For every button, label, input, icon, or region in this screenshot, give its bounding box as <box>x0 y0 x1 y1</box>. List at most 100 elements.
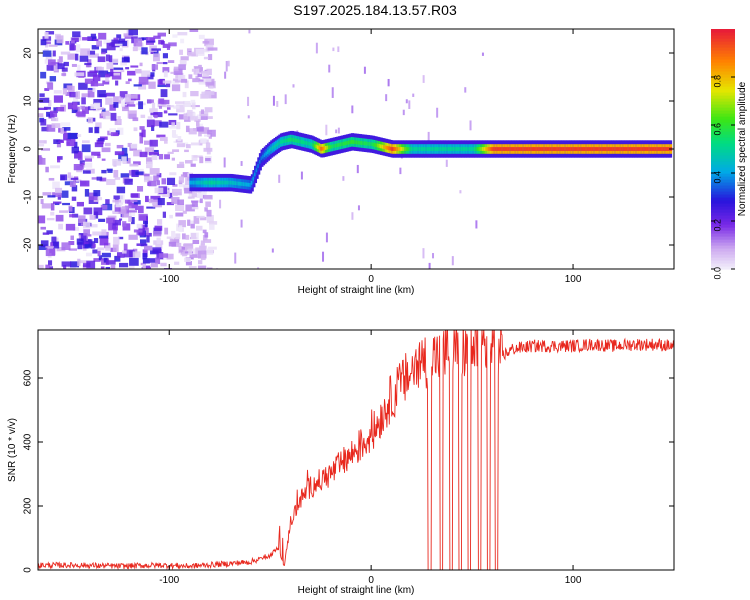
noise-cell <box>178 220 186 228</box>
noise-cell <box>106 168 113 171</box>
colorbar-tick-label: 0.6 <box>712 123 722 136</box>
ridge-core <box>245 182 249 187</box>
noise-cell <box>198 81 207 85</box>
noise-cell <box>148 180 157 187</box>
ridge-core <box>302 140 306 145</box>
noise-cell <box>146 99 154 104</box>
noise-cell <box>172 184 178 187</box>
ridge-core <box>347 140 351 145</box>
noise-cell <box>129 257 139 266</box>
noise-cell <box>78 82 88 90</box>
colorbar-segment <box>711 68 735 72</box>
noise-cell <box>209 85 214 89</box>
noise-cell <box>84 78 95 84</box>
ridge-core <box>318 146 322 150</box>
noise-cell <box>62 127 71 131</box>
noise-cell <box>40 240 49 248</box>
ridge-core <box>551 147 555 151</box>
noise-cell <box>428 262 431 269</box>
ridge-core <box>454 147 458 151</box>
noise-cell <box>201 188 206 195</box>
ridge-core <box>405 147 409 151</box>
noise-cell <box>88 127 93 133</box>
noise-cell <box>81 144 91 153</box>
noise-cell <box>140 262 147 266</box>
noise-cell <box>109 128 116 134</box>
ridge-core <box>628 147 632 151</box>
noise-cell <box>187 51 196 57</box>
x-axis-label: Height of straight line (km) <box>298 285 415 296</box>
noise-cell <box>191 191 197 198</box>
noise-cell <box>175 101 185 104</box>
ridge-core <box>451 147 455 151</box>
ridge-core <box>381 144 385 149</box>
noise-cell <box>142 258 150 264</box>
ridge-core <box>229 180 233 185</box>
noise-cell <box>157 32 166 37</box>
noise-cell <box>190 163 196 167</box>
ridge-core <box>218 180 222 185</box>
colorbar-label: Normalized spectral amplitude <box>737 81 748 216</box>
ridge-core <box>536 147 540 151</box>
noise-cell <box>208 91 217 99</box>
noise-cell <box>257 267 260 269</box>
noise-cell <box>75 179 82 182</box>
ridge-core <box>268 148 272 153</box>
noise-cell <box>110 112 117 121</box>
noise-cell <box>121 101 126 108</box>
noise-cell <box>46 124 56 132</box>
noise-cell <box>175 233 181 240</box>
noise-cell <box>106 42 116 51</box>
noise-cell <box>202 70 209 78</box>
noise-cell <box>90 33 96 41</box>
ridge-core <box>250 180 254 185</box>
noise-cell <box>71 146 80 154</box>
noise-cell <box>171 230 176 239</box>
snr-chart: -100 0 100 0 200 400 600 Height of straight lin… <box>7 329 675 596</box>
noise-cell <box>160 89 168 98</box>
colorbar-segment <box>711 260 735 264</box>
noise-cell <box>402 109 405 116</box>
noise-cell <box>48 266 54 269</box>
noise-cell <box>191 155 198 161</box>
noise-cell <box>98 255 103 261</box>
noise-cell <box>40 226 46 230</box>
ridge-core <box>373 142 377 147</box>
ridge-core <box>328 145 332 150</box>
noise-cell <box>77 242 83 250</box>
ridge-core <box>237 181 241 186</box>
noise-cell <box>206 150 211 155</box>
noise-cell <box>105 115 114 120</box>
noise-cell <box>100 266 105 269</box>
ridge-core <box>236 181 240 186</box>
ridge-core <box>399 147 403 151</box>
noise-cell <box>61 67 68 72</box>
ridge-core <box>539 147 543 151</box>
ridge-core <box>580 147 584 151</box>
noise-cell <box>105 260 116 265</box>
ridge-core <box>493 147 497 151</box>
noise-cell <box>206 116 213 119</box>
noise-cell <box>74 141 78 148</box>
noise-cell <box>475 220 478 229</box>
ridge-core <box>300 139 304 144</box>
noise-cell <box>82 140 90 144</box>
noise-cell <box>162 80 172 84</box>
noise-cell <box>58 140 64 144</box>
noise-cell <box>183 113 189 120</box>
noise-cell <box>182 91 187 98</box>
noise-cell <box>56 246 66 252</box>
noise-cell <box>81 93 91 98</box>
noise-cell <box>128 202 138 210</box>
noise-cell <box>173 68 183 75</box>
noise-cell <box>180 38 185 44</box>
ridge-core <box>473 147 477 151</box>
ridge-core <box>517 147 521 151</box>
noise-cell <box>69 261 80 268</box>
noise-cell <box>93 207 103 216</box>
ridge-core <box>413 147 417 151</box>
ridge-core <box>426 147 430 151</box>
colorbar-segment <box>711 131 735 135</box>
ridge-core <box>428 147 432 151</box>
ridge-core <box>569 147 573 151</box>
